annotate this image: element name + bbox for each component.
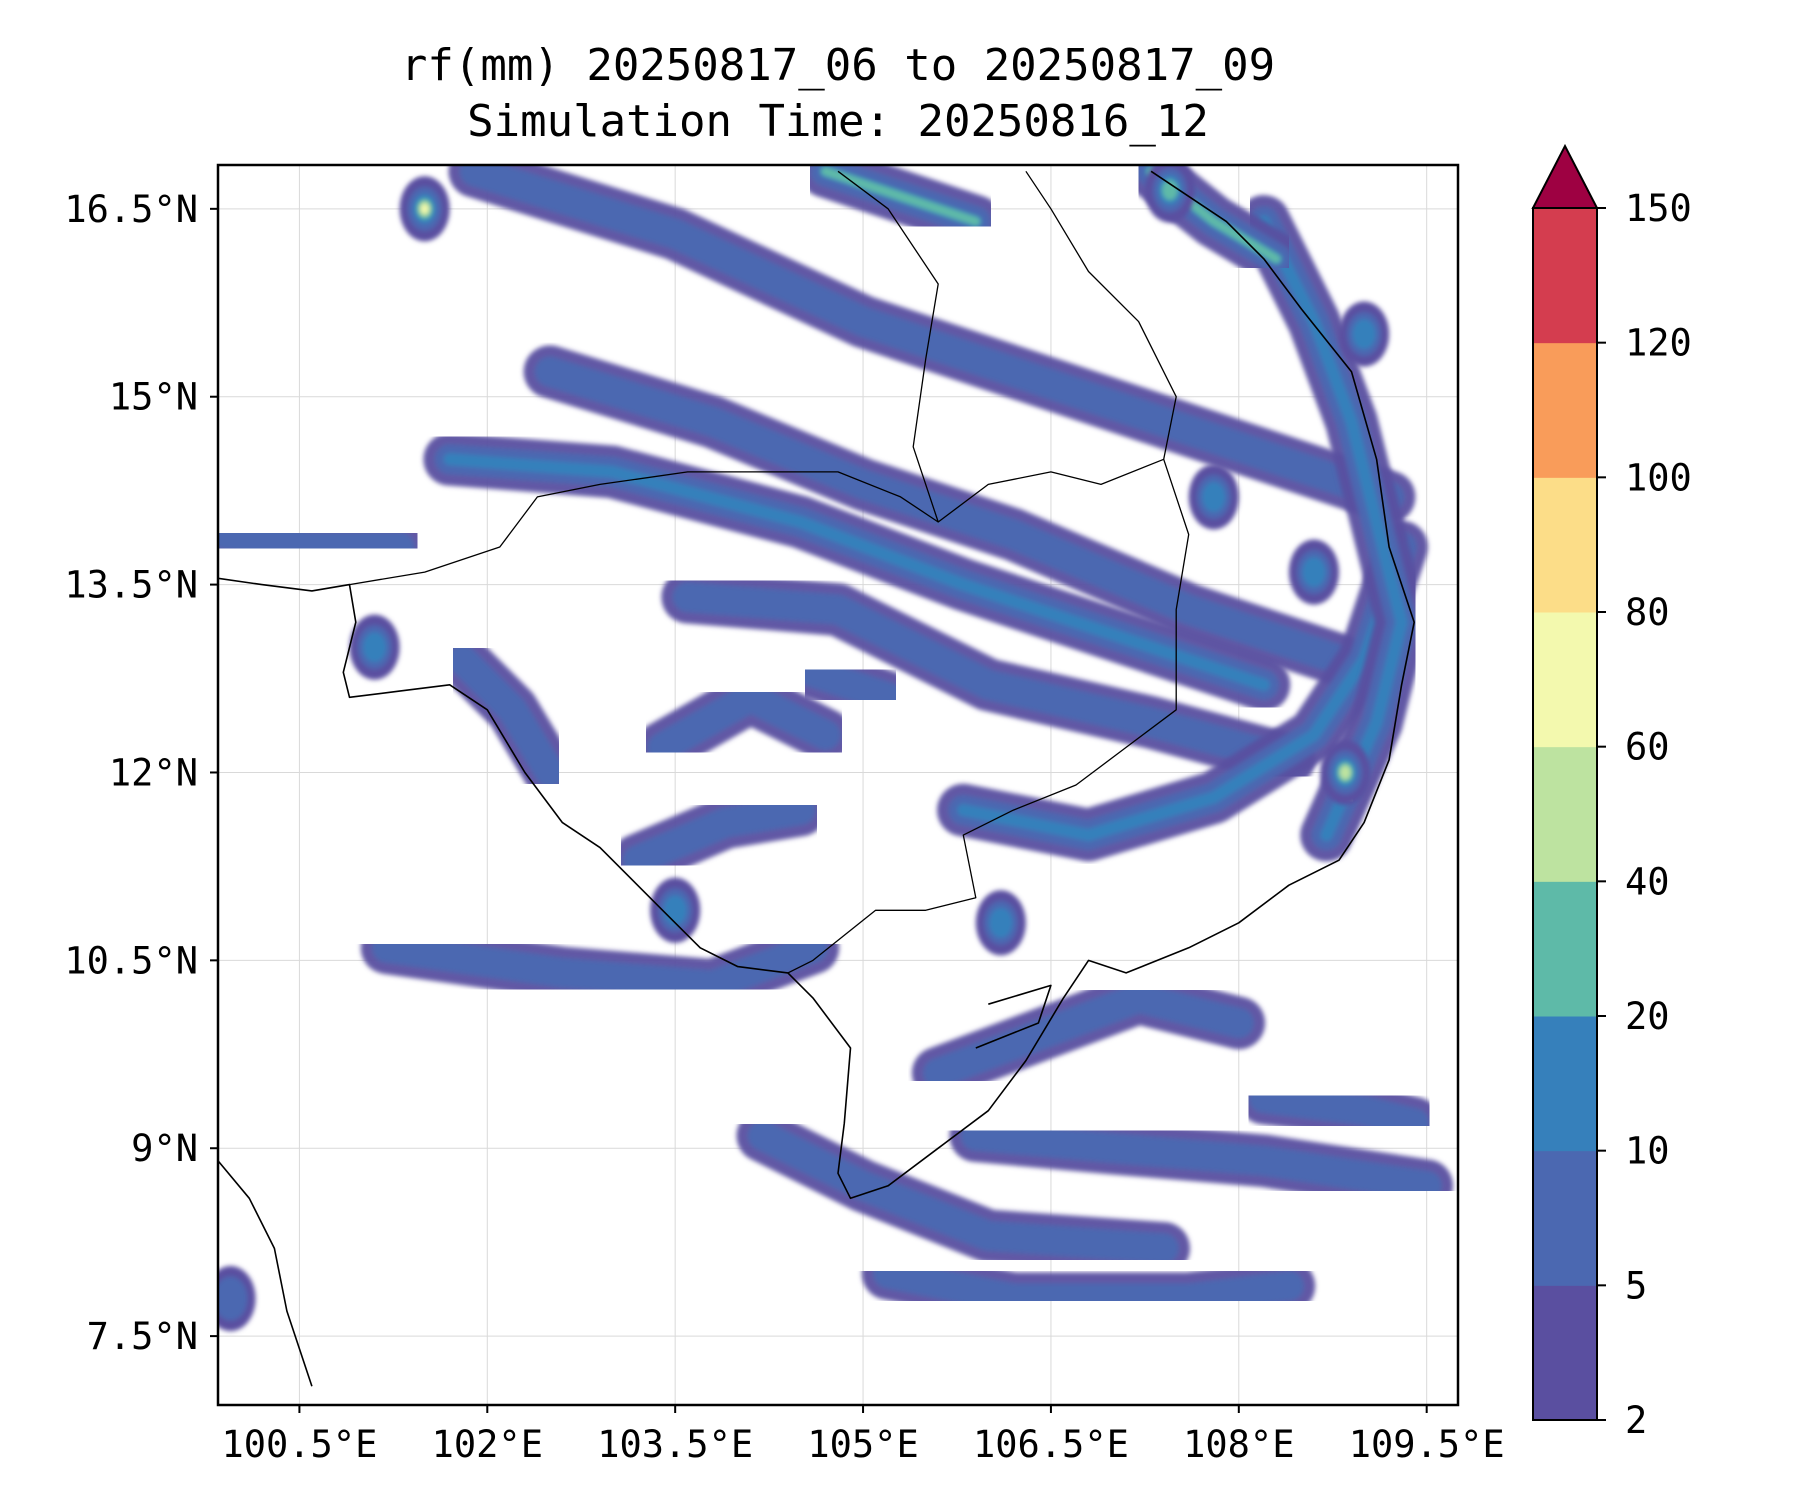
rain-band [218, 508, 426, 574]
rain-cell [975, 890, 1026, 956]
colorbar-segment [1533, 1016, 1597, 1152]
rain-band [799, 165, 1003, 248]
lon-tick-label: 108°E [1183, 1423, 1294, 1466]
rain-cell [399, 176, 450, 242]
rain-band [911, 971, 1266, 1100]
rain-cell [1320, 739, 1371, 806]
colorbar-segment [1533, 881, 1597, 1017]
lon-tick-label: 102°E [432, 1423, 543, 1466]
rain-band [423, 432, 1291, 712]
rain-band [786, 645, 915, 724]
rain-cell [218, 1265, 256, 1332]
colorbar-tick-label: 20 [1625, 995, 1670, 1038]
lat-tick-label: 9°N [131, 1127, 198, 1170]
rain-cell [1144, 165, 1195, 223]
colorbar-tick-label: 150 [1625, 187, 1692, 230]
coastline [218, 170, 1415, 1200]
colorbar-tick-label: 5 [1625, 1264, 1647, 1307]
colorbar-tick-label: 120 [1625, 322, 1692, 365]
lon-tick-label: 106.5°E [973, 1423, 1129, 1466]
colorbar-tick-label: 80 [1625, 591, 1670, 634]
lon-tick-label: 105°E [807, 1423, 918, 1466]
colorbar-segment [1533, 342, 1597, 478]
colorbar-tick-label: 100 [1625, 456, 1692, 499]
map-frame [216, 163, 1460, 1407]
rain-cell [349, 614, 400, 680]
lon-tick-label: 100.5°E [221, 1423, 377, 1466]
colorbar: 2 5 10 20 40 60 80 100 120 150 [1531, 143, 1692, 1442]
lon-tick-label: 109.5°E [1349, 1423, 1505, 1466]
rain-band [736, 1109, 1191, 1275]
country-borders [349, 170, 1190, 974]
lat-tick-label: 16.5°N [64, 188, 198, 231]
rain-cell [1288, 539, 1340, 605]
rain-band [360, 921, 840, 1012]
colorbar-tick-label: 10 [1625, 1130, 1670, 1173]
colorbar-frame [1532, 207, 1598, 1421]
country-border [787, 459, 1190, 974]
rain-band [1237, 195, 1428, 862]
colorbar-tick-label: 60 [1625, 726, 1670, 769]
rain-band [523, 345, 1366, 687]
coastlines [218, 170, 1415, 1387]
colorbar-segment [1533, 746, 1597, 882]
rain-band [949, 1109, 1454, 1213]
colorbar-extend-triangle [1531, 143, 1599, 209]
colorbar-segment [1533, 1150, 1597, 1286]
colorbar-tick-label: 40 [1625, 860, 1670, 903]
rain-band [661, 570, 1316, 787]
rain-cell [650, 877, 701, 943]
colorbar-tick-label: 2 [1625, 1399, 1647, 1442]
lon-tick-label: 103.5°E [597, 1423, 753, 1466]
rain-band [861, 1247, 1316, 1325]
rain-cell [1188, 464, 1239, 530]
latitude-axis: 7.5°N 9°N 10.5°N 12°N 13.5°N 15°N 16.5°N [64, 188, 218, 1358]
rain-band [636, 670, 852, 774]
coastline [218, 1160, 313, 1387]
colorbar-segment [1533, 208, 1597, 344]
lat-tick-label: 15°N [109, 376, 198, 419]
colorbar-segment [1533, 612, 1597, 748]
longitude-axis: 100.5°E 102°E 103.5°E 105°E 106.5°E 108°E 109.… [221, 1405, 1505, 1466]
lat-tick-label: 7.5°N [87, 1315, 198, 1358]
rainfall-field [218, 165, 1454, 1332]
colorbar-segment [1533, 477, 1597, 613]
rain-band [435, 633, 577, 799]
rain-cell [1339, 301, 1390, 367]
figure-subtitle: Simulation Time: 20250816_12 [467, 96, 1209, 147]
lat-tick-label: 13.5°N [64, 564, 198, 607]
rain-band [448, 165, 1416, 524]
lat-tick-label: 10.5°N [64, 939, 198, 982]
rain-band [611, 783, 827, 887]
figure-title: rf(mm) 20250817_06 to 20250817_09 [401, 40, 1275, 91]
country-border [837, 170, 939, 523]
coastline [975, 984, 1052, 1049]
rain-band [1237, 1071, 1441, 1150]
lat-tick-label: 12°N [109, 751, 198, 794]
colorbar-segment [1533, 1285, 1597, 1421]
